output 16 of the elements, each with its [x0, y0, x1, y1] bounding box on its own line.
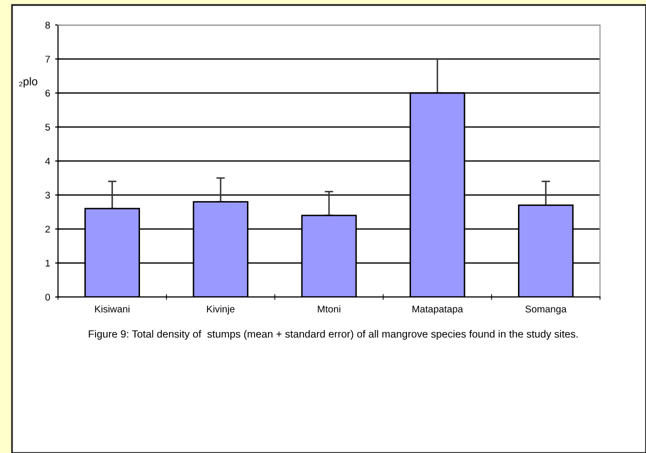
y-tick-label: 4 [45, 158, 50, 165]
y-tick-label: 6 [45, 90, 50, 97]
y-tick-label: 2 [45, 226, 50, 233]
x-tick-label: Kisiwani [95, 305, 130, 312]
y-axis-title: ₂plo [19, 77, 38, 88]
y-tick-label: 1 [46, 260, 50, 267]
y-tick-label: 0 [45, 294, 50, 301]
y-tick-label: 7 [45, 56, 50, 63]
y-tick-label: 5 [45, 124, 50, 131]
caption: Figure 9: Total density of stumps (mean + standard error) of all mangrove species found in the study sites. [88, 330, 578, 340]
x-tick-label: Kivinje [207, 305, 234, 314]
y-tick-label: 8 [45, 22, 50, 29]
x-tick-label: Mtoni [318, 305, 340, 312]
x-tick-label: Somanga [525, 306, 567, 314]
x-tick-label: Matapatapa [412, 306, 464, 314]
y-tick-label: 3 [45, 192, 50, 199]
